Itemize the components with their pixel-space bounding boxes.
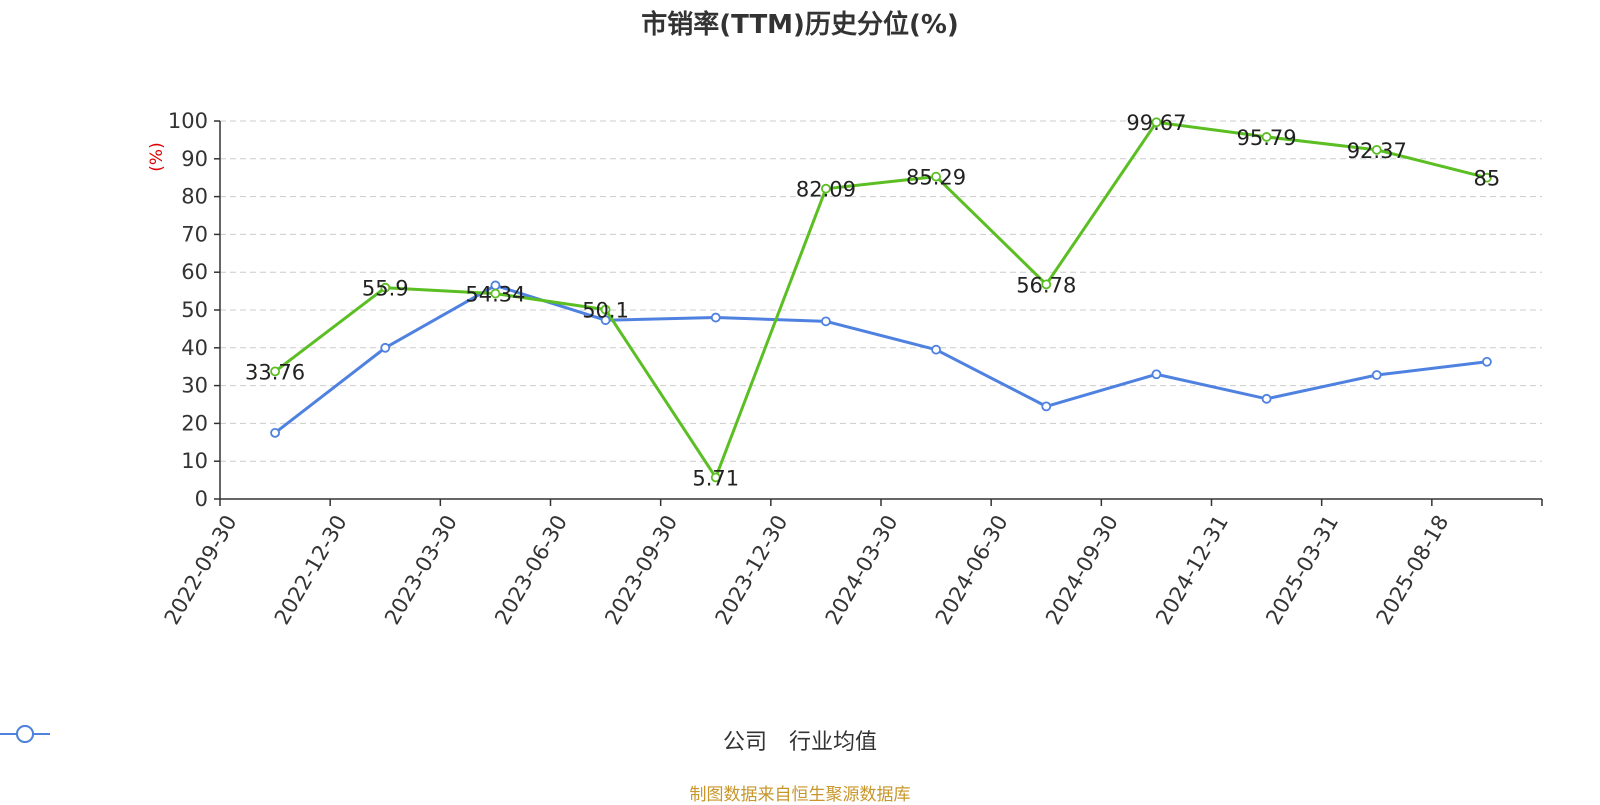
y-tick-label: 30 [181,374,208,398]
x-tick-label: 2024-12-31 [1151,511,1233,629]
data-label: 85 [1474,167,1501,191]
data-point-company [1151,117,1162,128]
data-point-company [600,304,611,315]
x-tick-label: 2022-12-30 [270,511,352,629]
x-tick-label: 2025-03-31 [1261,511,1343,629]
data-point-industry [1041,401,1052,412]
y-tick-label: 80 [181,185,208,209]
chart-title: 市销率(TTM)历史分位(%) [641,10,959,40]
data-point-company [821,183,831,194]
data-point-company [490,288,501,299]
legend-marker-industry [0,725,50,743]
x-tick-label: 2024-03-30 [821,511,903,629]
data-point-company [270,366,280,377]
y-tick-label: 0 [195,487,208,511]
y-tick-label: 70 [181,222,208,246]
y-tick-label: 60 [181,260,208,284]
legend-item-company[interactable]: 公司 [0,724,767,756]
data-label: 5.71 [692,466,739,490]
x-tick-label: 2025-08-18 [1372,511,1454,629]
y-axis-label: (%) [147,142,167,171]
data-labels: 33.76 55.9 54.34 50.1 5.71 82.09 85.29 56.78 99.… [245,111,1500,490]
data-point-industry [380,342,391,353]
legend-item-industry[interactable]: 行业均值 [0,724,878,756]
y-tick-label: 100 [168,109,208,133]
data-point-company [710,472,721,483]
x-tick-label: 2022-09-30 [160,511,242,629]
legend-label-industry: 行业均值 [789,730,878,755]
data-point-industry [821,316,831,327]
data-point-industry [600,315,611,326]
grid-lines [220,120,1542,462]
data-point-industry [710,312,721,323]
x-tick-label: 2023-06-30 [490,511,572,629]
y-tick-label: 40 [181,336,208,360]
data-point-company [1371,144,1382,155]
data-point-industry [1261,393,1272,404]
x-tick-label: 2024-09-30 [1041,511,1123,629]
x-tick-label: 2024-06-30 [931,511,1013,629]
data-point-industry [270,427,280,438]
series-line-industry [274,283,1488,435]
y-tick-label: 50 [181,298,208,322]
x-tick-label: 2023-12-30 [711,511,793,629]
data-point-company [1261,132,1272,142]
data-label: 54.34 [465,283,525,307]
legend-label-company: 公司 [722,730,767,755]
data-label: 82.09 [796,178,856,202]
data-point-industry [1151,369,1162,380]
data-label: 56.78 [1016,273,1076,297]
data-label: 33.76 [245,360,305,384]
y-tick-label: 20 [181,411,208,435]
series-line-company [274,120,1488,479]
data-label: 95.79 [1237,126,1297,150]
data-label: 99.67 [1126,111,1186,135]
x-tick-label: 2023-03-30 [380,511,462,629]
data-label: 50.1 [582,299,629,323]
data-point-company [1041,279,1052,290]
data-point-company [1482,172,1492,183]
x-tick-label: 2023-09-30 [600,511,682,629]
legend: 公司 行业均值 [0,724,1600,756]
series [270,117,1492,483]
y-tick-label: 90 [181,147,208,171]
data-point-industry [1482,356,1492,367]
source-footer: 制图数据来自恒生聚源数据库 [689,785,911,805]
data-label: 85.29 [906,166,966,190]
data-point-company [380,282,391,293]
data-label: 55.9 [362,277,409,301]
data-label: 92.37 [1347,139,1407,163]
data-point-industry [931,344,941,355]
y-tick-label: 10 [181,449,208,473]
data-point-industry [1371,370,1382,380]
data-point-company [931,171,941,182]
